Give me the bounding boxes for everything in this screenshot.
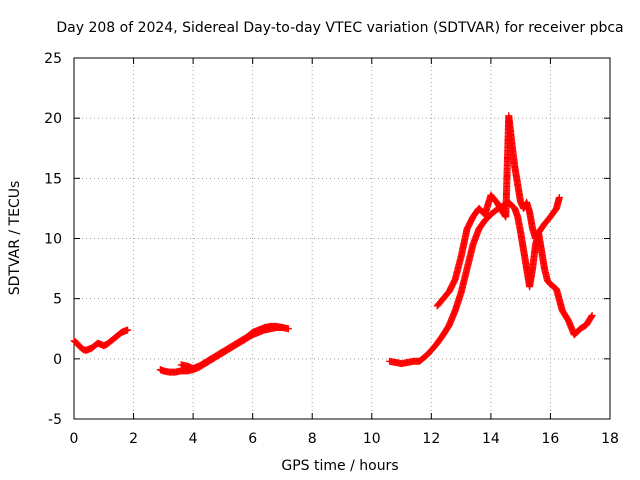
series-segment-3a xyxy=(386,198,596,368)
x-tick-label: 16 xyxy=(542,431,560,447)
y-tick-label: -5 xyxy=(48,412,62,428)
x-tick-label: 0 xyxy=(70,431,79,447)
x-tick-label: 10 xyxy=(363,431,381,447)
y-tick-label: 10 xyxy=(44,232,62,248)
x-tick-label: 8 xyxy=(308,431,317,447)
series-segment-3b xyxy=(433,112,563,310)
data-point-marker xyxy=(587,313,595,321)
y-tick-label: 0 xyxy=(53,352,62,368)
data-point-marker xyxy=(588,312,596,320)
y-axis-label: SDTVAR / TECUs xyxy=(7,181,23,296)
data-points xyxy=(70,112,596,376)
y-tick-label: 20 xyxy=(44,111,62,127)
y-tick-label: 5 xyxy=(53,292,62,308)
y-tick-label: 15 xyxy=(44,171,62,187)
x-tick-label: 12 xyxy=(422,431,440,447)
x-tick-label: 6 xyxy=(248,431,257,447)
data-point-marker xyxy=(124,326,132,334)
chart-title: Day 208 of 2024, Sidereal Day-to-day VTE… xyxy=(56,20,623,36)
axis-ticks: 0 2 4 6 8 10 12 14 16 18 -5 0 5 10 15 20 25 xyxy=(44,51,619,447)
series-segment-2b xyxy=(177,322,286,372)
data-point-marker xyxy=(555,194,563,202)
x-axis-label: GPS time / hours xyxy=(281,458,398,474)
data-point-marker xyxy=(278,324,286,332)
y-tick-label: 25 xyxy=(44,51,62,67)
grid-layer xyxy=(74,58,610,419)
x-tick-label: 2 xyxy=(129,431,138,447)
series-segment-1 xyxy=(70,326,132,354)
x-tick-label: 4 xyxy=(189,431,198,447)
x-tick-label: 18 xyxy=(601,431,619,447)
data-point-marker xyxy=(284,325,292,333)
x-tick-label: 14 xyxy=(482,431,500,447)
